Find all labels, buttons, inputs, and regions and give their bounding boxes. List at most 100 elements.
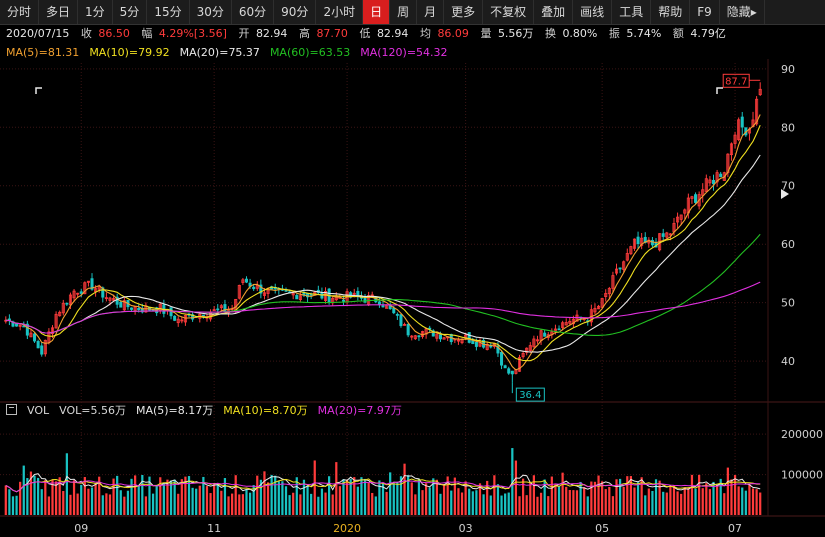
toolbar-item-13[interactable]: 不复权 bbox=[483, 0, 535, 24]
candle-body bbox=[611, 275, 615, 289]
volume-bar bbox=[363, 478, 367, 515]
volume-bar bbox=[511, 448, 514, 515]
volume-bar bbox=[353, 477, 356, 515]
volume-bar bbox=[277, 481, 280, 515]
candle-body bbox=[668, 233, 672, 236]
volume-bar bbox=[651, 490, 654, 515]
toolbar-item-3[interactable]: 5分 bbox=[113, 0, 148, 24]
toolbar-item-10[interactable]: 周 bbox=[390, 0, 418, 24]
toolbar-item-1[interactable]: 多日 bbox=[39, 0, 79, 24]
toolbar-item-9[interactable]: 日 bbox=[363, 0, 391, 24]
ma60-line bbox=[5, 233, 761, 336]
volume-bar bbox=[270, 474, 273, 515]
volume-bar bbox=[547, 496, 550, 515]
toolbar-item-2[interactable]: 1分 bbox=[78, 0, 113, 24]
toolbar-item-6[interactable]: 60分 bbox=[232, 0, 275, 24]
volume-bar bbox=[299, 494, 302, 515]
volume-bar bbox=[37, 477, 40, 515]
candle-body bbox=[219, 305, 223, 309]
candle-body bbox=[410, 335, 414, 338]
toolbar-item-5[interactable]: 30分 bbox=[190, 0, 232, 24]
volume-bar bbox=[62, 491, 65, 515]
candle-body bbox=[72, 290, 76, 299]
volume-bar bbox=[155, 485, 158, 515]
candle-body bbox=[676, 216, 680, 223]
candle-body bbox=[399, 314, 403, 327]
volume-bar bbox=[216, 483, 219, 515]
toolbar-item-15[interactable]: 画线 bbox=[573, 0, 613, 24]
vol-legend-item: MA(10)=8.70万 bbox=[223, 404, 308, 417]
candle-body bbox=[535, 339, 539, 342]
candle-body bbox=[395, 313, 399, 316]
candle-body bbox=[252, 286, 256, 290]
ma-legend-item: MA(20)=75.37 bbox=[179, 46, 260, 59]
toolbar-item-8[interactable]: 2小时 bbox=[316, 0, 364, 24]
amount-value: 4.79亿 bbox=[690, 27, 726, 40]
volume-bar bbox=[536, 496, 539, 515]
volume-bar bbox=[726, 467, 729, 515]
candle-body bbox=[632, 238, 636, 249]
candle-body bbox=[679, 214, 683, 220]
volume-bar bbox=[428, 487, 431, 515]
ma-legend: MA(5)=81.31 MA(10)=79.92 MA(20)=75.37 MA(60… bbox=[0, 44, 825, 62]
toolbar-item-12[interactable]: 更多 bbox=[444, 0, 484, 24]
volume-bar bbox=[371, 492, 374, 515]
collapse-icon[interactable] bbox=[6, 404, 17, 415]
toolbar-item-16[interactable]: 工具 bbox=[612, 0, 652, 24]
candle-body bbox=[525, 347, 529, 353]
volume-bar bbox=[629, 476, 632, 515]
candle-body bbox=[758, 88, 762, 96]
volume-bar bbox=[317, 496, 320, 515]
volume-bar bbox=[744, 490, 747, 515]
volume-bar bbox=[450, 490, 453, 515]
candle-body bbox=[557, 328, 561, 331]
toolbar-item-17[interactable]: 帮助 bbox=[651, 0, 691, 24]
amplitude-label: 振 bbox=[608, 27, 620, 40]
candle-body bbox=[216, 308, 220, 311]
candle-body bbox=[341, 299, 345, 302]
candle-body bbox=[604, 293, 608, 298]
toolbar-item-4[interactable]: 15分 bbox=[147, 0, 190, 24]
candle-body bbox=[496, 345, 500, 354]
toolbar-item-18[interactable]: F9 bbox=[690, 0, 720, 24]
price-tick-label: 80 bbox=[781, 121, 795, 134]
toolbar-item-0[interactable]: 分时 bbox=[0, 0, 40, 24]
volume-bar bbox=[51, 479, 54, 515]
candle-body bbox=[636, 236, 640, 245]
volume-bar bbox=[597, 475, 600, 515]
toolbar-item-14[interactable]: 叠加 bbox=[534, 0, 574, 24]
candle-body bbox=[711, 179, 716, 185]
quote-info-bar: 2020/07/15 收 86.50 幅 4.29%[3.56] 开 82.94… bbox=[0, 24, 825, 44]
quote-date: 2020/07/15 bbox=[6, 27, 70, 40]
toolbar-item-7[interactable]: 90分 bbox=[274, 0, 317, 24]
candle-body bbox=[212, 309, 216, 312]
volume-bar bbox=[399, 476, 403, 515]
ma120-line bbox=[5, 281, 761, 334]
candle-body bbox=[130, 307, 134, 310]
volume-bar bbox=[381, 482, 385, 515]
volume-bar bbox=[101, 495, 104, 515]
candle-body bbox=[33, 333, 37, 342]
candle-body bbox=[708, 179, 712, 184]
candle-body bbox=[471, 340, 475, 345]
volume-bar bbox=[468, 488, 471, 515]
volume-bar bbox=[590, 481, 593, 515]
candle-body bbox=[83, 282, 87, 295]
high-value: 87.70 bbox=[316, 27, 348, 40]
toolbar-item-19[interactable]: 隐藏▸ bbox=[720, 0, 765, 24]
vol-ma20-line bbox=[5, 479, 761, 493]
volume-bar bbox=[130, 478, 133, 515]
volume-bar bbox=[123, 496, 126, 515]
volume-bar bbox=[213, 483, 216, 515]
candle-body bbox=[474, 341, 478, 347]
volume-bar bbox=[593, 481, 597, 515]
volume-bar bbox=[561, 472, 564, 515]
candle-body bbox=[503, 365, 507, 369]
candle-body bbox=[507, 368, 511, 374]
vol-legend-item: VOL bbox=[27, 404, 50, 417]
toolbar-item-11[interactable]: 月 bbox=[417, 0, 445, 24]
volume-bar bbox=[662, 491, 665, 515]
candle-body bbox=[122, 300, 126, 311]
candle-body bbox=[607, 288, 611, 295]
